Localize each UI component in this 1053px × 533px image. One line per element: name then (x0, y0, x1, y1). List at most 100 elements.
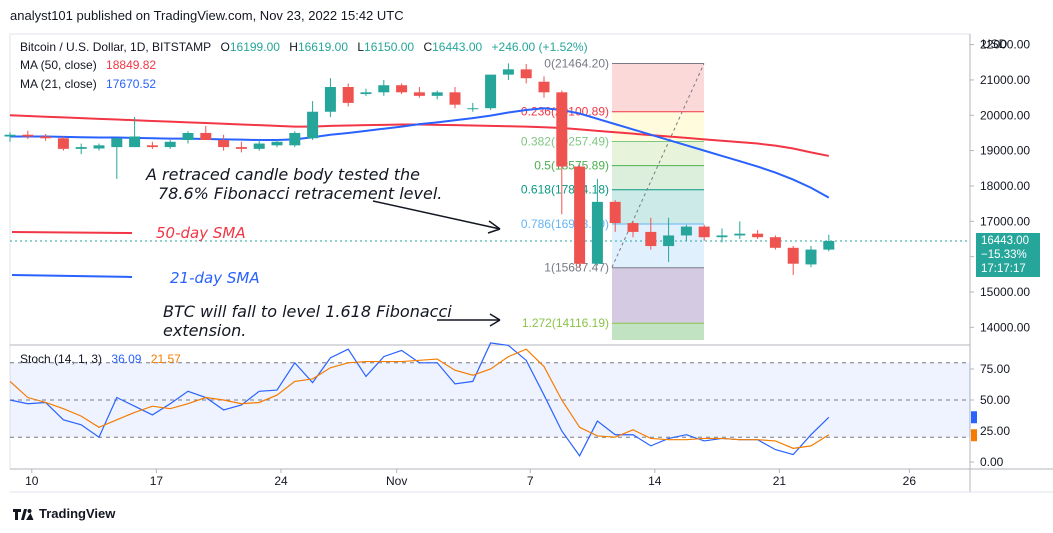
symbol-legend: Bitcoin / U.S. Dollar, 1D, BITSTAMP O161… (20, 40, 594, 54)
candle-body (129, 136, 141, 148)
candle-body (4, 134, 16, 137)
price-tick-label: 14000.00 (980, 320, 1030, 334)
candle-note-arrow-head (487, 220, 501, 234)
sma50-legend-line (11, 231, 133, 234)
candle-body (609, 201, 621, 224)
candle-body (752, 233, 764, 238)
tradingview-footer[interactable]: TradingView (12, 506, 115, 521)
time-tick-label: 7 (527, 474, 534, 488)
candle-body (627, 223, 639, 232)
fib-level-label: 0.618(17894.18) (521, 183, 609, 197)
ma21-legend-label: MA (21, close) (20, 77, 97, 91)
candle-body (182, 132, 194, 141)
candle-note-line2: 78.6% Fibonacci retracement level. (158, 184, 443, 203)
candle-body (22, 134, 34, 137)
fib-trend-line (611, 63, 705, 268)
time-tick-label: 24 (274, 474, 288, 488)
fib-level-label: 0.5(18575.89) (534, 159, 609, 173)
candle-body (520, 69, 532, 79)
candle-body (431, 92, 443, 96)
candle-body (413, 92, 425, 96)
publisher-header: analyst101 published on TradingView.com,… (10, 8, 404, 23)
btc-note-line1: BTC will fall to level 1.618 Fibonacci (163, 302, 452, 321)
stoch-d-line (9, 348, 830, 449)
candle-body (360, 92, 372, 95)
symbol-name[interactable]: Bitcoin / U.S. Dollar, 1D, BITSTAMP (20, 40, 212, 54)
ma50-line (9, 114, 829, 157)
time-tick-label: 10 (25, 474, 39, 488)
candle-body (449, 92, 461, 105)
stoch-legend[interactable]: Stoch (14, 1, 3) 36.09 21.57 (20, 352, 187, 366)
stoch-value-tag (971, 411, 977, 424)
fib-zone (612, 165, 704, 190)
ma21-legend[interactable]: MA (21, close) 17670.52 (20, 77, 162, 91)
candle-body (574, 166, 586, 264)
btc-note: BTC will fall to level 1.618 Fibonacci e… (163, 302, 452, 340)
bar-countdown: 17:17:17 (981, 263, 1026, 275)
stoch-value-tag (971, 429, 977, 442)
candle-body (218, 140, 230, 148)
ma50-legend-value: 18849.82 (106, 58, 157, 72)
ohlc-change: +246.00 (+1.52%) (491, 40, 588, 54)
candle-body (307, 111, 319, 139)
candle-body (485, 74, 497, 109)
sma21-label: 21-day SMA (170, 269, 260, 287)
ma50-legend[interactable]: MA (50, close) 18849.82 (20, 58, 162, 72)
sma50-label: 50-day SMA (156, 224, 246, 242)
candle-body (502, 69, 514, 75)
ohlc-close: C16443.00 (423, 40, 483, 54)
candle-body (396, 85, 408, 93)
ohlc-high: H16619.00 (289, 40, 348, 54)
candle-body (235, 147, 247, 149)
stoch-tick-label: 50.00 (980, 393, 1010, 407)
stoch-tick-label: 0.00 (980, 455, 1004, 469)
candle-body (538, 81, 550, 93)
stoch-d-value: 21.57 (150, 352, 181, 366)
time-tick-label: 26 (903, 474, 917, 488)
price-tick-label: 20000.00 (980, 108, 1030, 122)
ohlc-low: L16150.00 (357, 40, 415, 54)
fib-zone (612, 189, 704, 225)
time-tick-label: 14 (648, 474, 662, 488)
stoch-legend-label: Stoch (14, 1, 3) (20, 352, 103, 366)
candle-body (57, 138, 69, 149)
candle-body (253, 143, 265, 149)
ma21-legend-value: 17670.52 (106, 77, 157, 91)
price-tick-label: 22000.00 (980, 38, 1030, 52)
candle-body (556, 92, 568, 167)
btc-note-line2: extension. (163, 321, 247, 340)
candle-note: A retraced candle body tested the 78.6% … (146, 165, 442, 203)
fib-extension-zone-lower (612, 323, 704, 340)
btc-note-arrow-head (489, 313, 501, 327)
stoch-tick-label: 25.00 (980, 424, 1010, 438)
candle-body (805, 249, 817, 265)
candle-body (75, 147, 87, 149)
candle-body (769, 237, 781, 248)
candle-body (663, 235, 675, 247)
candle-body (289, 132, 301, 146)
stoch-tick-label: 75.00 (980, 362, 1010, 376)
candle-body (146, 145, 158, 148)
price-tick-label: 15000.00 (980, 285, 1030, 299)
fib-level-label: 1.272(14116.19) (522, 316, 609, 330)
candle-body (467, 108, 479, 110)
price-tick-label: 21000.00 (980, 73, 1030, 87)
ohlc-open: O16199.00 (220, 40, 280, 54)
tradingview-logo-icon (13, 508, 34, 520)
candle-body (591, 201, 603, 264)
fib-level-label: 0.786(16923.69) (521, 217, 609, 231)
candle-body (324, 87, 336, 112)
candle-body (111, 138, 123, 148)
fib-zone (612, 63, 704, 112)
time-tick-label: Nov (386, 474, 407, 488)
candle-body (378, 85, 390, 93)
candle-body (787, 247, 799, 264)
candle-body (40, 136, 52, 139)
price-tick-label: 17000.00 (980, 214, 1030, 228)
current-price: 16443.00 (981, 235, 1029, 247)
stoch-k-line (9, 342, 830, 457)
candle-body (823, 240, 835, 250)
candle-note-arrow (372, 200, 501, 230)
candle-body (342, 87, 354, 103)
